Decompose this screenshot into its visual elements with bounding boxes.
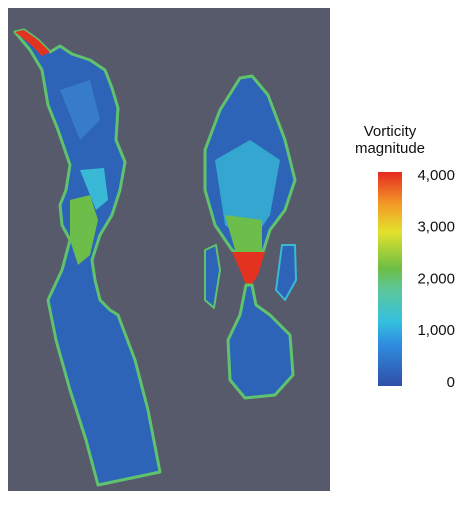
colorbar-tick-label: 0 bbox=[447, 374, 455, 391]
screenshot: 0 1,000 2,000 3,000 4,000 Vorticity magnitud… bbox=[0, 0, 459, 506]
colorbar-tick-label: 4,000 bbox=[417, 167, 455, 184]
colorbar bbox=[378, 172, 402, 386]
colorbar-tick-label: 2,000 bbox=[417, 270, 455, 287]
colorbar-tick-label: 1,000 bbox=[417, 322, 455, 339]
colorbar-title: Vorticity magnitude bbox=[350, 123, 430, 157]
visualization: 0 1,000 2,000 3,000 4,000 bbox=[0, 0, 459, 506]
colorbar-tick-label: 3,000 bbox=[417, 219, 455, 236]
